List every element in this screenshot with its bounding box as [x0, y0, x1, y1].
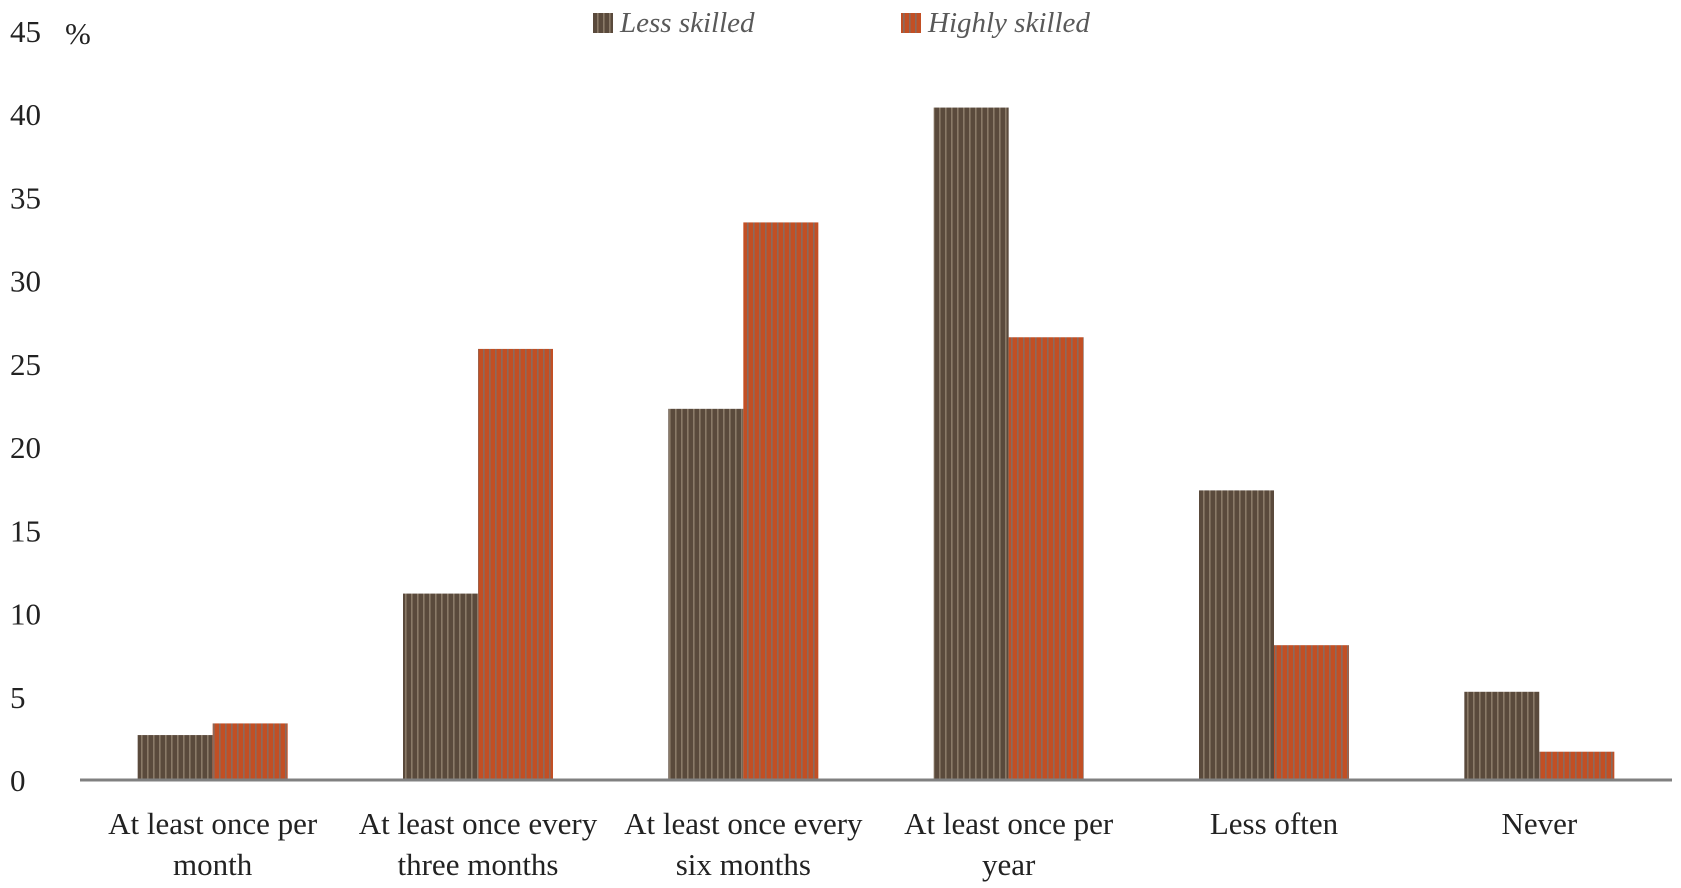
bar-less-skilled — [933, 107, 1009, 780]
y-tick-label: 20 — [10, 430, 41, 465]
y-tick-label: 5 — [10, 680, 26, 715]
x-tick-label: month — [173, 847, 253, 882]
y-tick-label: 40 — [10, 97, 41, 132]
y-tick-label: 25 — [10, 347, 41, 382]
y-unit-label: % — [65, 16, 91, 51]
x-tick-label: At least once per — [108, 806, 318, 841]
x-axis: At least once per month At least once ever… — [108, 806, 1578, 882]
x-tick-label: six months — [676, 847, 811, 882]
x-tick-label: At least once every — [624, 806, 863, 841]
x-tick-label: three months — [398, 847, 559, 882]
bar-less-skilled — [137, 735, 213, 780]
bar-highly-skilled — [743, 222, 819, 780]
bar-highly-skilled — [1008, 337, 1084, 780]
legend-swatch — [593, 13, 613, 33]
bar-highly-skilled — [212, 723, 288, 780]
legend-label: Less skilled — [619, 7, 755, 39]
y-tick-label: 45 — [10, 14, 41, 49]
bar-highly-skilled — [1539, 751, 1615, 780]
y-tick-label: 0 — [10, 763, 26, 798]
bar-less-skilled — [1199, 490, 1274, 780]
y-tick-label: 10 — [10, 597, 41, 632]
x-tick-label: Never — [1501, 806, 1577, 841]
bar-less-skilled — [1464, 691, 1540, 780]
bar-less-skilled — [668, 408, 744, 780]
bars — [137, 107, 1615, 780]
y-tick-label: 15 — [10, 513, 41, 548]
bar-less-skilled — [403, 593, 478, 780]
y-axis: 0 5 10 15 20 25 30 35 40 45% — [10, 14, 91, 798]
y-tick-label: 35 — [10, 180, 41, 215]
x-tick-label: year — [982, 847, 1036, 882]
y-tick-label: 30 — [10, 264, 41, 299]
x-tick-label: At least once per — [904, 806, 1114, 841]
x-tick-label: At least once every — [359, 806, 598, 841]
legend-label: Highly skilled — [927, 7, 1090, 39]
legend: Less skilled Highly skilled — [593, 7, 1090, 39]
bar-highly-skilled — [478, 348, 553, 780]
legend-swatch — [901, 13, 921, 33]
bar-highly-skilled — [1274, 645, 1349, 780]
x-tick-label: Less often — [1210, 806, 1339, 841]
